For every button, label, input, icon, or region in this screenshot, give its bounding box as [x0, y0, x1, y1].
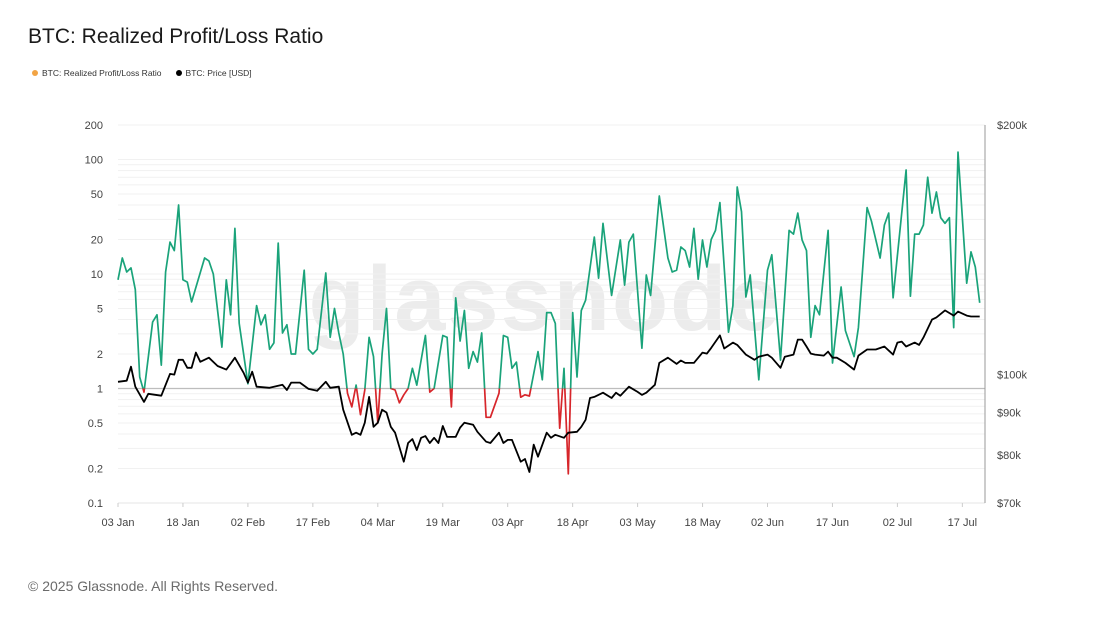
left-axis-tick-label: 0.2: [88, 464, 103, 476]
legend: BTC: Realized Profit/Loss Ratio BTC: Pri…: [32, 68, 252, 78]
left-axis-tick-label: 200: [85, 120, 103, 132]
series-lines: [117, 151, 981, 475]
left-axis-tick-label: 100: [85, 154, 103, 166]
x-axis-tick-label: 03 Apr: [492, 517, 524, 529]
x-axis-tick-label: 02 Jun: [751, 517, 784, 529]
x-axis-tick-label: 17 Jul: [948, 517, 977, 529]
x-axis-tick-label: 18 May: [685, 517, 722, 529]
legend-label-price: BTC: Price [USD]: [185, 68, 252, 78]
x-axis-tick-label: 18 Jan: [166, 517, 199, 529]
right-axis-tick-label: $100k: [997, 370, 1027, 382]
x-axis-tick-label: 02 Jul: [883, 517, 912, 529]
right-axis-tick-label: $200k: [997, 120, 1027, 132]
x-axis-tick-label: 03 May: [620, 517, 657, 529]
x-axis-tick-label: 19 Mar: [426, 517, 461, 529]
x-axis-tick-label: 04 Mar: [361, 517, 396, 529]
gridlines: [118, 124, 985, 504]
ratio-line-above-1: [117, 151, 981, 389]
ratio-line-below-1: [142, 388, 572, 475]
left-axis-tick-label: 1: [97, 383, 103, 395]
axes: 200 100 50 20 10 5 2 1 0.5 0.2 0.1 $200k $100k $90k $8…: [85, 120, 1028, 529]
right-axis-tick-label: $80k: [997, 450, 1021, 462]
right-axis-tick-label: $90k: [997, 408, 1021, 420]
left-axis-tick-label: 0.1: [88, 498, 103, 510]
left-axis-tick-label: 5: [97, 303, 103, 315]
x-axis-tick-label: 17 Jun: [816, 517, 849, 529]
legend-item-ratio[interactable]: BTC: Realized Profit/Loss Ratio: [32, 68, 162, 78]
legend-label-ratio: BTC: Realized Profit/Loss Ratio: [42, 68, 162, 78]
left-axis-tick-label: 2: [97, 349, 103, 361]
left-axis-tick-label: 10: [91, 269, 103, 281]
copyright-footer: © 2025 Glassnode. All Rights Reserved.: [28, 578, 279, 594]
x-axis-tick-label: 02 Feb: [231, 517, 265, 529]
legend-item-price[interactable]: BTC: Price [USD]: [175, 68, 252, 78]
right-axis-tick-label: $70k: [997, 498, 1021, 510]
x-axis-tick-label: 03 Jan: [101, 517, 134, 529]
price-line: [117, 309, 980, 473]
left-axis-tick-label: 50: [91, 189, 103, 201]
x-axis-tick-label: 18 Apr: [557, 517, 589, 529]
left-axis-tick-label: 20: [91, 235, 103, 247]
left-axis-tick-label: 0.5: [88, 418, 103, 430]
legend-swatch-ratio: [32, 70, 38, 76]
chart-title: BTC: Realized Profit/Loss Ratio: [28, 25, 324, 48]
legend-swatch-price: [175, 70, 182, 76]
x-axis-tick-label: 17 Feb: [296, 517, 330, 529]
